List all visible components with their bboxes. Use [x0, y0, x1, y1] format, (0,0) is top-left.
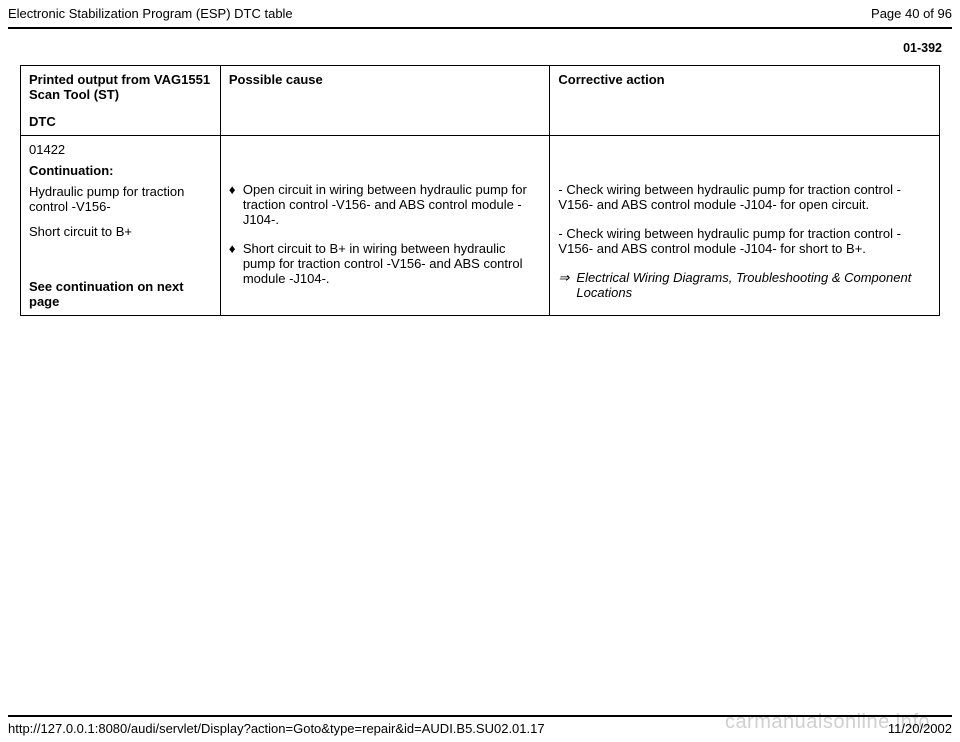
- dtc-code: 01422: [29, 142, 212, 157]
- header-divider: [8, 27, 952, 29]
- fault-line-1: Hydraulic pump for traction control -V15…: [29, 184, 212, 214]
- fault-line-2: Short circuit to B+: [29, 224, 212, 239]
- cause-item: ♦ Short circuit to B+ in wiring between …: [229, 241, 542, 286]
- cause-text: Open circuit in wiring between hydraulic…: [243, 182, 542, 227]
- bullet-icon: ♦: [229, 182, 243, 227]
- action-item: - Check wiring between hydraulic pump fo…: [558, 226, 931, 256]
- see-continuation: See continuation on next page: [29, 279, 212, 309]
- section-number: 01-392: [8, 41, 952, 55]
- cell-causes: ♦ Open circuit in wiring between hydraul…: [220, 136, 550, 316]
- bullet-icon: ♦: [229, 241, 243, 286]
- action-item: - Check wiring between hydraulic pump fo…: [558, 182, 931, 212]
- header-title: Electronic Stabilization Program (ESP) D…: [8, 6, 293, 21]
- cause-text: Short circuit to B+ in wiring between hy…: [243, 241, 542, 286]
- header-page: Page 40 of 96: [871, 6, 952, 21]
- dtc-table: Printed output from VAG1551 Scan Tool (S…: [20, 65, 940, 316]
- cause-item: ♦ Open circuit in wiring between hydraul…: [229, 182, 542, 227]
- col1-header: Printed output from VAG1551 Scan Tool (S…: [21, 66, 221, 109]
- cell-dtc: 01422 Continuation: Hydraulic pump for t…: [21, 136, 221, 316]
- table-row: 01422 Continuation: Hydraulic pump for t…: [21, 136, 940, 316]
- col2-header: Possible cause: [220, 66, 550, 136]
- footer-url: http://127.0.0.1:8080/audi/servlet/Displ…: [8, 721, 545, 736]
- col3-header: Corrective action: [550, 66, 940, 136]
- reference-item: ⇒ Electrical Wiring Diagrams, Troublesho…: [558, 270, 931, 300]
- footer-divider: [8, 715, 952, 717]
- cell-actions: - Check wiring between hydraulic pump fo…: [550, 136, 940, 316]
- arrow-icon: ⇒: [558, 270, 576, 300]
- continuation-label: Continuation:: [29, 163, 212, 178]
- reference-text: Electrical Wiring Diagrams, Troubleshoot…: [576, 270, 931, 300]
- footer-date: 11/20/2002: [888, 721, 952, 736]
- footer: http://127.0.0.1:8080/audi/servlet/Displ…: [8, 715, 952, 736]
- table-header-row: Printed output from VAG1551 Scan Tool (S…: [21, 66, 940, 109]
- col1-subheader: DTC: [21, 108, 221, 136]
